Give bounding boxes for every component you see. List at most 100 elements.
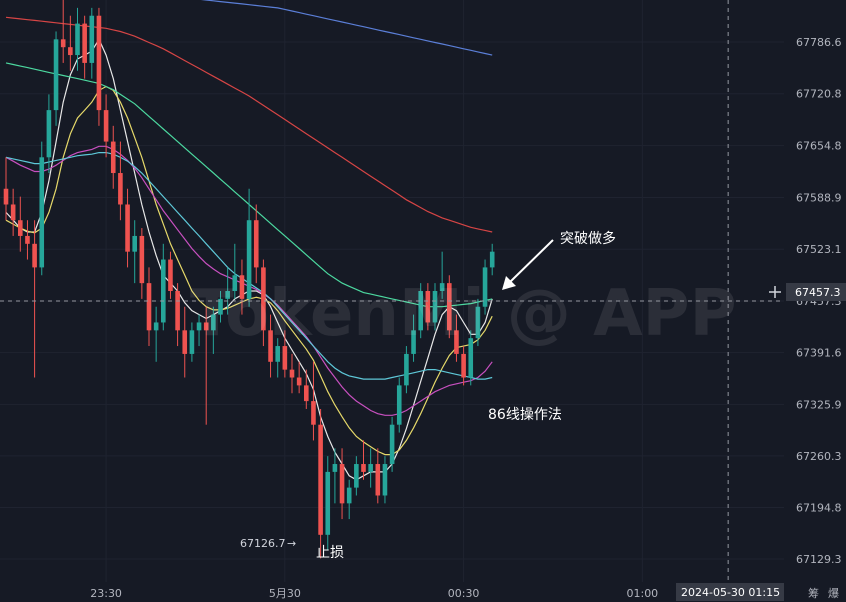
crosshair-plus-icon[interactable] [769,286,781,298]
time-tick-label: 5月30 [269,587,301,600]
candle [332,448,338,504]
candle [18,196,23,252]
ma-line-blue [200,0,493,56]
candle [10,188,16,236]
candle [96,7,102,126]
candle [346,479,352,520]
price-tick-label: 67260.3 [796,450,842,463]
candle [454,314,459,362]
candle [339,448,345,520]
candle [275,338,280,378]
time-axis[interactable] [0,582,846,602]
candle [218,291,223,323]
time-tick-label: 01:00 [626,587,658,600]
candle [196,314,202,347]
candle [382,456,388,504]
candle [175,283,180,347]
price-tick-label: 67129.3 [796,553,842,566]
corner-label-2[interactable]: 爆 [828,586,839,600]
candle [46,94,52,174]
price-axis-ticks: 67786.6 67720.8 67654.8 67588.9 67523.1 67457… [796,36,842,566]
candle [125,188,130,268]
candle [432,283,438,331]
low-price-arrow: → [287,537,296,550]
candle [153,306,159,362]
candle [325,456,331,551]
price-tick-label: 67391.6 [796,347,842,360]
candle [161,243,166,331]
corner-label-1[interactable]: 筹 [808,586,819,600]
candle [461,346,466,386]
ma-line-red [5,16,493,233]
candle [53,31,59,126]
candle [32,220,37,378]
annotation-method: 86线操作法 [488,407,562,423]
candle [25,220,30,260]
crosshair-time-label: 2024-05-30 01:15 [681,586,780,599]
crosshair-price-label: 67457.3 [795,286,841,299]
candle [354,456,359,496]
candle [146,267,152,347]
candle [118,141,123,221]
candle [475,298,481,347]
candle [103,94,109,158]
candle [168,251,173,299]
price-tick-label: 67588.9 [796,191,842,204]
price-tick-label: 67720.8 [796,88,842,101]
candle [411,314,416,362]
candle [289,353,295,394]
time-axis-ticks: 23:30 5月30 00:30 01:00 [90,587,658,600]
price-tick-label: 67523.1 [796,243,842,256]
candle [3,157,9,221]
candle [253,204,259,284]
crosshair-price-badge [786,283,846,301]
candle [318,408,323,559]
time-tick-label: 23:30 [90,587,122,600]
candle [304,369,309,409]
candle [368,448,373,488]
candle [82,15,87,79]
time-tick-label: 00:30 [448,587,480,600]
candle [375,448,381,504]
candle [282,330,288,378]
candle [182,306,188,378]
candle [75,7,80,71]
candle [361,440,366,480]
candle [389,416,395,472]
candle [225,267,230,315]
annotation-breakout: 突破做多 [560,230,616,247]
candles [3,0,495,559]
candle [418,283,423,339]
candle [425,283,431,331]
candle [439,251,445,299]
candle [246,188,252,307]
candle [261,259,266,347]
candle [404,346,409,394]
candle [232,243,238,299]
low-price-label: 67126.7 [240,537,286,550]
candle [139,228,145,299]
price-tick-label: 67786.6 [796,36,842,49]
arrow-icon [502,239,554,290]
price-tick-label: 67654.8 [796,140,842,153]
candle [60,0,66,63]
candle [239,259,245,315]
candle [203,306,209,425]
candle [489,243,495,276]
candle [268,314,273,378]
candle [396,377,402,433]
candle [468,330,474,386]
annotation-stop-loss: 止损 [316,545,344,561]
candle [68,15,73,71]
candle [296,361,302,394]
candle [110,125,116,189]
price-tick-label: 67194.8 [796,501,842,514]
candle [189,322,195,362]
candle [211,306,216,354]
candle [89,7,95,79]
candle [447,275,452,339]
candle [311,361,316,441]
candle [132,220,137,284]
